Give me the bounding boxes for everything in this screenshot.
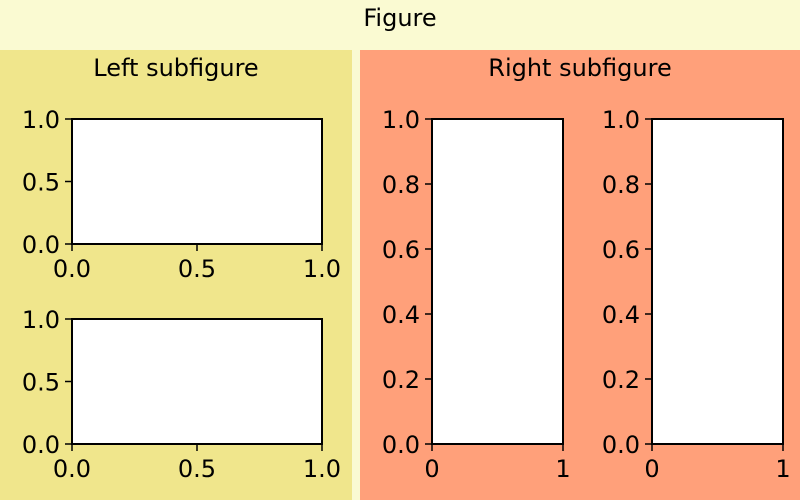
- y-tick-label: 0.5: [22, 169, 60, 197]
- y-tick-label: 1.0: [602, 106, 640, 134]
- axes-frame: [431, 118, 564, 445]
- y-tick-label: 0.4: [602, 301, 640, 329]
- x-tick-label: 1: [775, 455, 790, 483]
- x-tick-label: 0.0: [53, 255, 91, 283]
- left-subfigure-title: Left subfigure: [93, 54, 259, 82]
- x-tick-label: 1: [555, 455, 570, 483]
- axes-frame: [651, 118, 784, 445]
- y-tick-label: 0.0: [382, 431, 420, 459]
- y-tick-label: 0.6: [382, 236, 420, 264]
- y-tick-label: 0.6: [602, 236, 640, 264]
- figure-title: Figure: [363, 4, 437, 32]
- plot-area: [432, 119, 563, 444]
- axes-frame: [71, 118, 323, 245]
- y-tick-label: 0.5: [22, 369, 60, 397]
- y-tick-label: 0.8: [602, 171, 640, 199]
- y-tick-label: 0.4: [382, 301, 420, 329]
- y-tick-label: 0.8: [382, 171, 420, 199]
- x-tick-label: 0.0: [53, 455, 91, 483]
- y-tick-label: 0.2: [602, 366, 640, 394]
- y-tick-label: 0.2: [382, 366, 420, 394]
- x-tick-label: 0.5: [178, 255, 216, 283]
- x-tick-label: 0: [644, 455, 659, 483]
- x-tick-label: 1.0: [303, 455, 341, 483]
- y-tick-label: 0.0: [22, 431, 60, 459]
- x-tick-label: 0: [424, 455, 439, 483]
- x-tick-label: 0.5: [178, 455, 216, 483]
- y-tick-label: 1.0: [382, 106, 420, 134]
- right-subfigure-title: Right subfigure: [488, 54, 672, 82]
- y-tick-label: 0.0: [22, 231, 60, 259]
- plot-area: [72, 319, 322, 444]
- y-tick-label: 1.0: [22, 306, 60, 334]
- plot-area: [652, 119, 783, 444]
- axes-frame: [71, 318, 323, 445]
- y-tick-label: 1.0: [22, 106, 60, 134]
- plot-area: [72, 119, 322, 244]
- y-tick-label: 0.0: [602, 431, 640, 459]
- x-tick-label: 1.0: [303, 255, 341, 283]
